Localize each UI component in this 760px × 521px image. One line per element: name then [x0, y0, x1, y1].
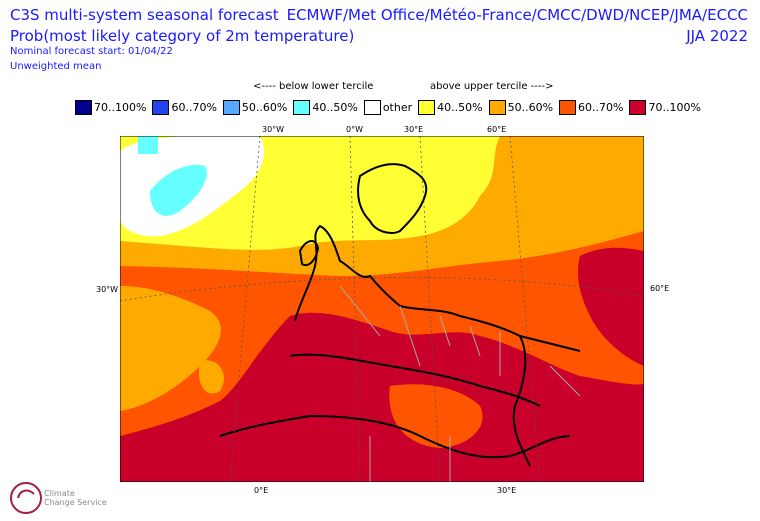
legend-item: 40..50% [293, 100, 358, 115]
bottom-tick-0e: 0°E [254, 486, 269, 495]
title-line1: C3S multi-system seasonal forecast [10, 6, 279, 24]
legend-item: 60..70% [152, 100, 217, 115]
legend-swatch [152, 100, 170, 115]
top-tick-30e: 30°E [404, 125, 424, 134]
logo-line1: Climate [44, 489, 75, 498]
field-40-50-cyan [150, 164, 208, 216]
left-tick-30w: 30°W [96, 285, 119, 294]
legend-swatch [75, 100, 92, 115]
legend-item: 40..50% [418, 100, 483, 115]
top-tick-0: 0°W [346, 125, 363, 134]
top-tick-30w: 30°W [262, 125, 285, 134]
coastline-europe [294, 224, 581, 352]
legend-label: 60..70% [171, 101, 217, 114]
forecast-start: Nominal forecast start: 01/04/22 [10, 46, 173, 57]
top-tick-60e: 60°E [487, 125, 507, 134]
coastline-scandinavia [357, 163, 428, 234]
color-legend: 70..100% 60..70% 50..60% 40..50% other 4… [75, 100, 703, 115]
logo-text: Climate Change Service [44, 489, 107, 507]
legend-label: 60..70% [578, 101, 624, 114]
field-50-60-pocket [199, 360, 224, 394]
legend-item: 50..60% [222, 100, 288, 115]
legend-swatch [363, 100, 381, 115]
legend-label: 70..100% [648, 101, 701, 114]
title-line2: Prob(most likely category of 2m temperat… [10, 27, 355, 45]
legend-item: other [363, 100, 413, 115]
logo-swirl [17, 489, 35, 499]
field-50-60-atlantic [120, 286, 221, 411]
legend-item: 70..100% [75, 100, 146, 115]
legend-item: 50..60% [488, 100, 554, 115]
legend-swatch [293, 100, 311, 115]
provider-list: ECMWF/Met Office/Météo-France/CMCC/DWD/N… [286, 6, 748, 24]
logo-line2: Change Service [44, 498, 107, 507]
legend-label: 70..100% [94, 101, 147, 114]
logo-ring [10, 482, 42, 514]
graticule-lat [120, 277, 644, 302]
above-tercile-label: above upper tercile ----> [430, 81, 554, 92]
coastline-levant [512, 335, 531, 467]
mean-type: Unweighted mean [10, 61, 102, 72]
country-borders [339, 285, 581, 482]
forecast-map [120, 136, 644, 482]
copernicus-logo [10, 482, 42, 514]
field-70-100-east [578, 247, 644, 366]
legend-swatch [418, 100, 436, 115]
legend-label: 50..60% [241, 101, 288, 114]
below-tercile-label: <---- below lower tercile [253, 81, 374, 92]
legend-label: 50..60% [507, 101, 554, 114]
legend-label: other [382, 101, 413, 114]
legend-swatch [629, 100, 647, 115]
legend-swatch [488, 100, 506, 115]
legend-label: 40..50% [437, 101, 483, 114]
legend-swatch [559, 100, 577, 115]
season-label: JJA 2022 [686, 27, 748, 45]
field-40-50-cyan-small [138, 136, 158, 154]
right-tick-60e: 60°E [650, 284, 670, 293]
legend-item: 70..100% [629, 100, 701, 115]
coastline-britain [298, 240, 320, 267]
coastline-mediterranean [289, 353, 541, 407]
legend-swatch [222, 100, 240, 115]
legend-label: 40..50% [312, 101, 358, 114]
legend-item: 60..70% [559, 100, 623, 115]
bottom-tick-30e: 30°E [497, 486, 517, 495]
field-70-100-south [120, 312, 644, 482]
